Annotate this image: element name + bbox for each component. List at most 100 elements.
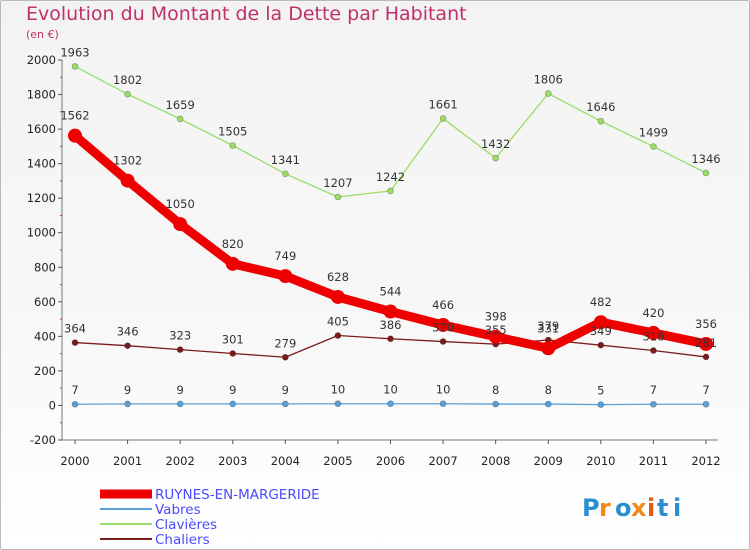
y-tick-label: -200	[30, 433, 56, 447]
logo-letter: x	[631, 494, 647, 522]
y-tick-label: 2000	[27, 53, 56, 67]
data-point-chaliers	[229, 350, 237, 357]
x-tick-label: 2001	[113, 454, 142, 468]
data-label-vabres: 7	[650, 383, 657, 397]
y-tick-label: 0	[49, 398, 56, 412]
data-point-vabres	[176, 400, 184, 408]
data-point-clavi-res	[439, 115, 447, 122]
data-label-chaliers: 364	[64, 322, 86, 336]
data-label-chaliers: 349	[590, 324, 612, 338]
x-tick-label: 2005	[323, 454, 352, 468]
data-label-vabres: 7	[702, 383, 709, 397]
x-tick-label: 2012	[691, 454, 720, 468]
data-label-chaliers: 405	[327, 315, 349, 329]
data-point-chaliers	[439, 338, 447, 345]
data-point-clavi-res	[282, 170, 289, 178]
data-point-chaliers	[282, 353, 289, 361]
data-label-vabres: 9	[124, 383, 131, 397]
y-tick-label: 1400	[27, 157, 56, 171]
data-label-ruynes-en-margeride: 749	[274, 249, 296, 263]
data-point-chaliers	[650, 347, 657, 354]
data-label-clavi-res: 1346	[691, 152, 720, 166]
data-point-ruynes-en-margeride	[541, 341, 556, 356]
data-label-clavi-res: 1505	[218, 125, 247, 139]
data-point-clavi-res	[387, 187, 394, 195]
y-tick-label: 400	[34, 329, 56, 343]
data-label-chaliers: 281	[695, 336, 717, 350]
x-tick-label: 2007	[428, 454, 457, 468]
unit-label: (en €)	[26, 28, 59, 41]
legend-label-ruynes-en-margeride: RUYNES-EN-MARGERIDE	[155, 487, 320, 503]
legend-label-clavi-res: Clavières	[155, 517, 217, 533]
data-label-clavi-res: 1432	[481, 137, 510, 151]
data-point-ruynes-en-margeride	[173, 217, 188, 232]
data-label-vabres: 8	[545, 383, 552, 397]
data-point-vabres	[71, 400, 79, 408]
data-point-ruynes-en-margeride	[593, 315, 608, 330]
data-label-chaliers: 318	[642, 330, 664, 344]
data-label-ruynes-en-margeride: 628	[327, 270, 349, 284]
data-point-vabres	[544, 400, 552, 408]
data-label-clavi-res: 1661	[428, 98, 457, 112]
data-label-chaliers: 355	[485, 323, 507, 337]
data-label-chaliers: 279	[274, 336, 296, 350]
data-label-chaliers: 386	[380, 318, 402, 332]
data-point-vabres	[650, 400, 657, 408]
y-tick-label: 800	[34, 260, 56, 274]
data-label-vabres: 8	[492, 383, 499, 397]
data-label-chaliers: 379	[537, 319, 559, 333]
x-tick-label: 2004	[271, 454, 300, 468]
data-point-ruynes-en-margeride	[120, 173, 135, 188]
data-point-ruynes-en-margeride	[278, 269, 293, 284]
logo-letter: o	[615, 494, 633, 522]
data-label-ruynes-en-margeride: 1050	[166, 197, 195, 211]
data-label-chaliers: 370	[432, 321, 454, 335]
data-point-clavi-res	[71, 63, 79, 70]
x-tick-label: 2011	[639, 454, 668, 468]
x-tick-label: 2000	[60, 454, 89, 468]
data-label-ruynes-en-margeride: 482	[590, 295, 612, 309]
data-point-clavi-res	[124, 90, 131, 98]
data-label-ruynes-en-margeride: 544	[380, 284, 402, 298]
data-point-clavi-res	[229, 142, 237, 149]
data-label-vabres: 9	[177, 383, 184, 397]
x-tick-label: 2009	[534, 454, 563, 468]
x-tick-label: 2003	[218, 454, 247, 468]
x-tick-label: 2008	[481, 454, 510, 468]
data-point-clavi-res	[334, 193, 342, 201]
data-point-clavi-res	[176, 115, 184, 123]
data-label-vabres: 10	[331, 383, 346, 397]
data-label-ruynes-en-margeride: 1302	[113, 154, 142, 168]
data-label-clavi-res: 1341	[271, 153, 300, 167]
data-label-ruynes-en-margeride: 398	[485, 310, 507, 324]
x-tick-label: 2006	[376, 454, 405, 468]
data-label-vabres: 7	[71, 383, 78, 397]
data-label-chaliers: 301	[222, 332, 244, 346]
data-label-vabres: 9	[229, 383, 236, 397]
data-point-ruynes-en-margeride	[699, 336, 713, 351]
data-label-clavi-res: 1802	[113, 73, 142, 87]
data-label-clavi-res: 1207	[323, 176, 352, 190]
data-label-ruynes-en-margeride: 1562	[60, 109, 89, 123]
data-label-vabres: 9	[282, 383, 289, 397]
data-point-vabres	[439, 400, 447, 408]
data-point-vabres	[492, 400, 499, 408]
data-point-vabres	[229, 400, 237, 408]
legend-label-chaliers: Chaliers	[155, 532, 210, 548]
data-point-ruynes-en-margeride	[646, 325, 661, 340]
logo-letter: r	[599, 494, 612, 522]
data-point-chaliers	[597, 341, 605, 349]
data-point-vabres	[702, 400, 710, 408]
data-label-ruynes-en-margeride: 331	[537, 321, 559, 335]
data-label-vabres: 10	[383, 383, 398, 397]
data-point-clavi-res	[492, 154, 499, 162]
data-label-ruynes-en-margeride: 820	[222, 237, 244, 251]
logo-letter: t	[657, 494, 669, 522]
data-point-clavi-res	[702, 169, 710, 177]
y-tick-label: 1000	[27, 226, 56, 240]
data-label-ruynes-en-margeride: 466	[432, 298, 454, 312]
data-point-clavi-res	[544, 90, 552, 97]
data-point-vabres	[597, 401, 605, 408]
